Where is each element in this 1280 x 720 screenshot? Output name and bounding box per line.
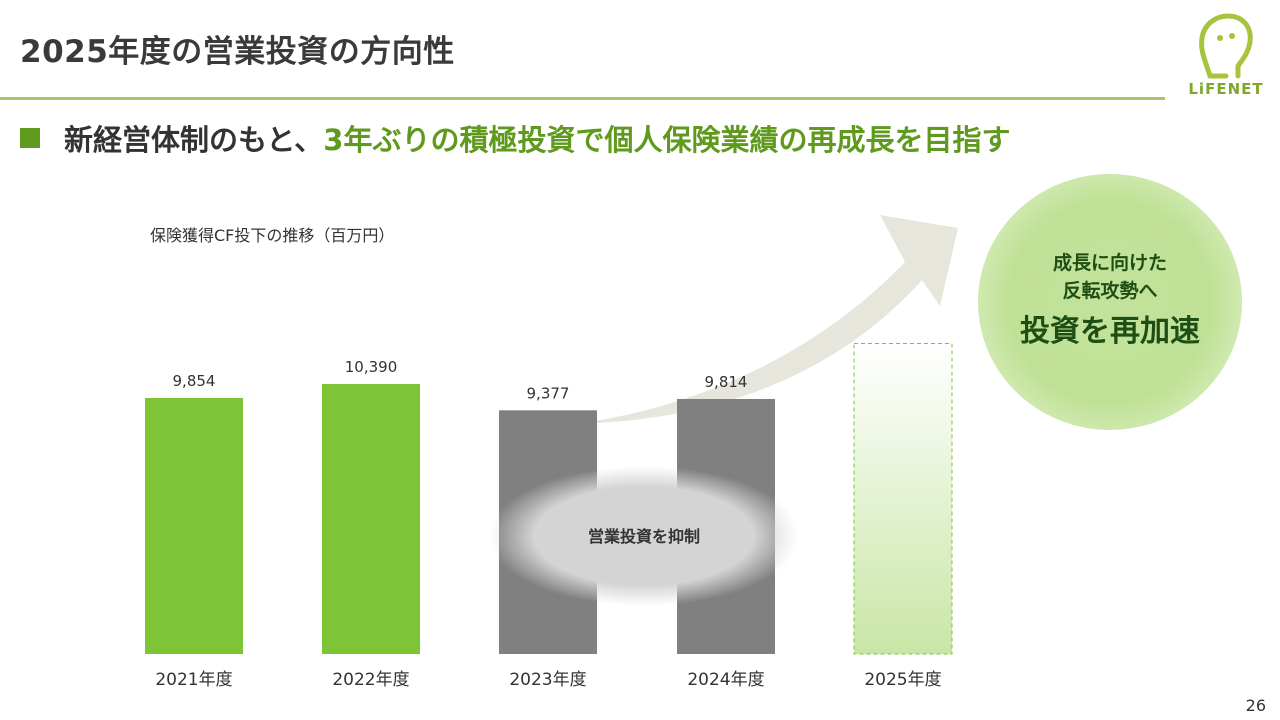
headline-lead: 新経営体制のもと、 xyxy=(64,123,324,157)
lifenet-logo: LiFENET xyxy=(1186,12,1266,104)
chart-annotation: 営業投資を抑制 xyxy=(588,527,700,546)
slide-title: 2025年度の営業投資の方向性 xyxy=(20,34,455,70)
callout-line-1: 成長に向けた xyxy=(1052,252,1167,274)
callout-main: 投資を再加速 xyxy=(1020,314,1200,349)
category-label-2025年度: 2025年度 xyxy=(864,670,941,690)
bullet-square-icon xyxy=(20,128,40,148)
suppression-shadow xyxy=(488,466,800,606)
bar-2021年度 xyxy=(145,397,243,654)
value-label-2021年度: 9,854 xyxy=(173,372,216,390)
bar-2022年度 xyxy=(322,384,420,654)
callout-line-2: 反転攻勢へ xyxy=(1062,280,1158,302)
value-label-2022年度: 10,390 xyxy=(345,358,398,376)
bar-2025年度 xyxy=(853,343,953,655)
face-logo-icon xyxy=(1199,13,1253,79)
headline-emphasis: 3年ぶりの積極投資で個人保険業績の再成長を目指す xyxy=(323,123,1011,157)
growth-arrow xyxy=(575,215,958,424)
page-number: 26 xyxy=(1245,696,1266,715)
category-label-2021年度: 2021年度 xyxy=(155,670,232,690)
title-divider xyxy=(0,97,1165,100)
value-label-2024年度: 9,814 xyxy=(705,373,748,391)
category-label-2023年度: 2023年度 xyxy=(509,670,586,690)
category-label-2022年度: 2022年度 xyxy=(332,670,409,690)
investment-callout: 成長に向けた 反転攻勢へ 投資を再加速 xyxy=(978,174,1242,430)
headline: 新経営体制のもと、 3年ぶりの積極投資で個人保険業績の再成長を目指す xyxy=(20,116,1010,160)
category-label-2024年度: 2024年度 xyxy=(687,670,764,690)
value-label-2023年度: 9,377 xyxy=(527,384,570,402)
chart-title: 保険獲得CF投下の推移（百万円） xyxy=(150,226,395,245)
logo-wordmark: LiFENET xyxy=(1188,80,1264,98)
